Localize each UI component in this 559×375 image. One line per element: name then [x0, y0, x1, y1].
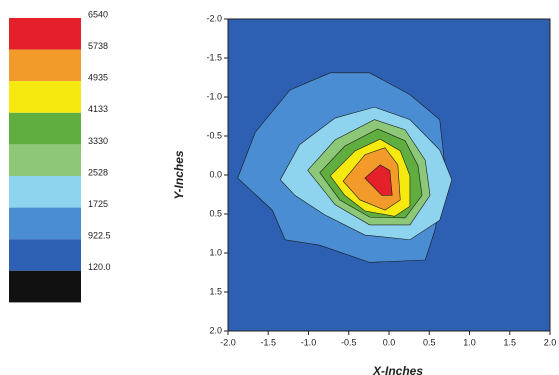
- x-tick-label: -2.0: [220, 337, 236, 347]
- legend-swatch: [9, 207, 81, 240]
- legend-swatch: [9, 81, 81, 113]
- x-tick-label: 1.0: [463, 337, 476, 347]
- y-tick-label: -1.0: [206, 91, 222, 101]
- x-tick-label: -1.0: [301, 337, 317, 347]
- y-tick-label: 2.0: [209, 325, 222, 335]
- legend-swatch: [9, 18, 81, 50]
- x-tick-label: 1.5: [503, 337, 516, 347]
- y-tick-label: 1.5: [209, 286, 222, 296]
- legend-label: 2528: [88, 167, 108, 177]
- legend-label: 922.5: [88, 231, 111, 241]
- x-axis-title: X-Inches: [372, 364, 423, 375]
- y-tick-label: -2.0: [206, 13, 222, 23]
- legend-swatch: [9, 49, 81, 82]
- x-tick-label: 2.0: [544, 337, 557, 347]
- x-tick-label: -0.5: [341, 337, 357, 347]
- contour-region: [364, 164, 393, 196]
- legend-swatch: [9, 144, 81, 176]
- legend-swatch: [9, 239, 81, 271]
- legend-label: 6540: [88, 9, 108, 19]
- legend-label: 5738: [88, 41, 108, 51]
- y-tick-label: -0.5: [206, 130, 222, 140]
- legend-label: 3330: [88, 136, 108, 146]
- legend-label: 1725: [88, 199, 108, 209]
- y-tick-label: 0.5: [209, 208, 222, 218]
- legend-swatch: [9, 176, 81, 208]
- x-tick-label: 0.5: [423, 337, 436, 347]
- legend-label: 4133: [88, 104, 108, 114]
- y-tick-label: -1.5: [206, 52, 222, 62]
- x-tick-label: 0.0: [383, 337, 396, 347]
- legend-swatch: [9, 112, 81, 145]
- x-tick-label: -1.5: [260, 337, 276, 347]
- y-tick-label: 0.0: [209, 169, 222, 179]
- legend-swatch: [9, 270, 81, 303]
- y-tick-label: 1.0: [209, 247, 222, 257]
- y-axis-title: Y-Inches: [172, 150, 186, 199]
- legend-label: 120.0: [88, 262, 111, 272]
- legend-label: 4935: [88, 73, 108, 83]
